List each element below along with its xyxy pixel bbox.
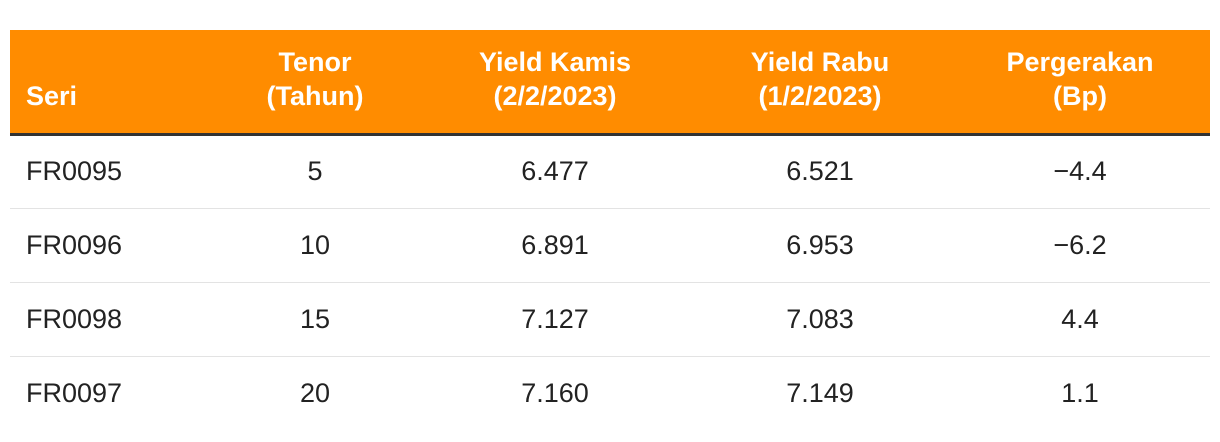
table-header: Seri Tenor (Tahun) Yield Kamis (2/2/2023…	[10, 30, 1210, 136]
cell-yield-kamis: 6.477	[521, 156, 589, 186]
cell-seri: FR0097	[26, 377, 123, 408]
cell-seri: FR0096	[26, 229, 123, 260]
cell-seri: FR0098	[26, 303, 123, 334]
cell-tenor: 10	[299, 229, 331, 260]
header-tenor-line1: Tenor	[278, 46, 352, 77]
cell-pergerakan: −4.4	[1053, 156, 1107, 186]
header-yield-rabu: Yield Rabu (1/2/2023)	[690, 30, 950, 136]
header-yield-rabu-line2: (1/2/2023)	[758, 80, 882, 111]
header-yield-kamis-line1: Yield Kamis	[478, 46, 632, 77]
cell-seri: FR0095	[26, 156, 123, 186]
header-pergerakan-line1: Pergerakan	[1006, 46, 1154, 77]
header-tenor-line2: (Tahun)	[266, 80, 364, 111]
cell-yield-rabu: 6.953	[786, 229, 854, 260]
cell-yield-rabu: 7.149	[786, 377, 854, 408]
cell-yield-kamis: 6.891	[521, 229, 589, 260]
header-yield-kamis-line2: (2/2/2023)	[493, 80, 617, 111]
cell-yield-kamis: 7.160	[521, 377, 589, 408]
cell-tenor: 15	[299, 303, 331, 334]
cell-yield-rabu: 7.083	[786, 303, 854, 334]
cell-yield-kamis: 7.127	[521, 303, 589, 334]
header-seri: Seri	[10, 30, 210, 136]
table-row: FR0098 15 7.127 7.083 4.4	[10, 282, 1210, 356]
header-tenor: Tenor (Tahun)	[210, 30, 420, 136]
table-container: Seri Tenor (Tahun) Yield Kamis (2/2/2023…	[10, 30, 1210, 430]
cell-pergerakan: 1.1	[1061, 377, 1099, 408]
header-yield-kamis: Yield Kamis (2/2/2023)	[420, 30, 690, 136]
header-yield-rabu-line1: Yield Rabu	[750, 46, 890, 77]
table-row: FR0095 5 6.477 6.521 −4.4	[10, 134, 1210, 208]
header-pergerakan: Pergerakan (Bp)	[950, 30, 1210, 136]
header-pergerakan-line2: (Bp)	[1053, 80, 1107, 111]
table-row: FR0096 10 6.891 6.953 −6.2	[10, 208, 1210, 282]
cell-pergerakan: 4.4	[1061, 303, 1099, 334]
cell-tenor: 20	[299, 377, 331, 408]
header-row: Seri Tenor (Tahun) Yield Kamis (2/2/2023…	[10, 30, 1210, 136]
cell-tenor: 5	[307, 156, 323, 186]
table-body: FR0095 5 6.477 6.521 −4.4 FR0096 10 6.89…	[10, 134, 1210, 430]
bond-yield-table: Seri Tenor (Tahun) Yield Kamis (2/2/2023…	[10, 30, 1210, 430]
cell-yield-rabu: 6.521	[786, 156, 854, 186]
table-row: FR0097 20 7.160 7.149 1.1	[10, 356, 1210, 430]
header-seri-line2: Seri	[26, 80, 78, 111]
cell-pergerakan: −6.2	[1053, 229, 1107, 260]
